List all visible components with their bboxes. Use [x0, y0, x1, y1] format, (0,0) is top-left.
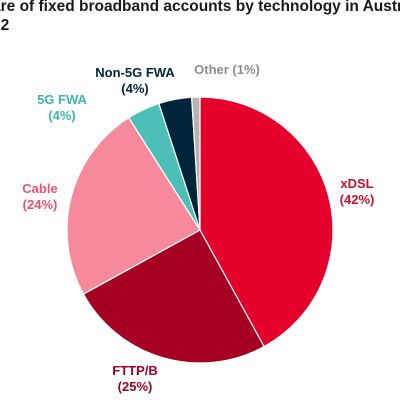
label-cable-value: (24%)	[23, 197, 58, 212]
pie-slices	[66, 96, 334, 364]
chart-title: are of fixed broadband accounts by techn…	[0, 0, 400, 35]
label-other: Other (1%)	[194, 62, 260, 77]
label-xdsl-name: xDSL	[340, 176, 373, 191]
pie-slice-other	[191, 96, 201, 231]
pie-slice-cable	[66, 116, 201, 295]
label-xdsl-value: (42%)	[340, 192, 375, 207]
chart-title-line-2: 22	[0, 17, 10, 34]
label-5g-fwa-name: 5G FWA	[37, 92, 87, 107]
label-fttp-b-value: (25%)	[118, 379, 153, 394]
pie-slice-fttp-b	[82, 229, 265, 364]
chart-title-line-1: are of fixed broadband accounts by techn…	[0, 0, 400, 15]
label-non-5g-fwa-value: (4%)	[121, 81, 148, 96]
pie-labels: xDSL(42%)FTTP/B(25%)Cable(24%)5G FWA(4%)…	[22, 62, 374, 394]
label-cable-name: Cable	[22, 181, 57, 196]
label-non-5g-fwa-name: Non-5G FWA	[95, 65, 175, 80]
pie-slice-xdsl	[199, 96, 334, 348]
label-5g-fwa-value: (4%)	[48, 108, 75, 123]
label-fttp-b-name: FTTP/B	[112, 363, 158, 378]
